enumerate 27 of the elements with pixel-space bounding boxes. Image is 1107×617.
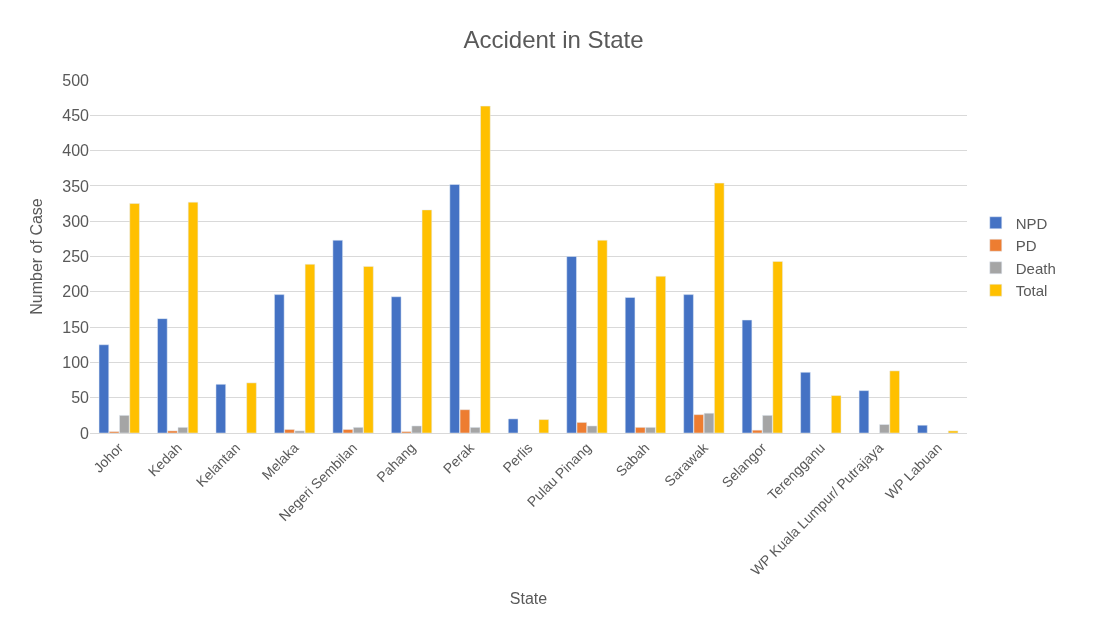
y-tick-label: 450 — [62, 106, 90, 124]
y-tick-label: 150 — [62, 318, 90, 336]
chart-title: Accident in State — [463, 25, 644, 53]
y-axis-title: Number of Case — [28, 198, 46, 315]
bar — [858, 390, 870, 433]
legend-label: NPD — [1015, 214, 1048, 232]
y-tick-label: 0 — [80, 424, 90, 442]
legend-label: PD — [1015, 237, 1037, 255]
bar — [508, 418, 519, 433]
y-tick-label: 400 — [62, 142, 90, 160]
y-tick-label: 250 — [62, 248, 90, 266]
x-axis-title: State — [509, 590, 548, 608]
y-tick-label: 350 — [62, 177, 90, 195]
bar — [948, 430, 959, 433]
bar — [215, 384, 226, 433]
bar — [917, 424, 928, 433]
y-tick-label: 300 — [62, 212, 90, 230]
legend-label: Total — [1015, 282, 1048, 300]
bar — [800, 372, 811, 433]
bar — [538, 419, 549, 433]
y-tick-label: 50 — [71, 389, 90, 407]
y-tick-label: 500 — [62, 71, 90, 89]
y-tick-label: 200 — [62, 283, 90, 301]
y-tick-label: 100 — [62, 354, 90, 371]
bar — [246, 382, 257, 433]
bar — [831, 395, 842, 433]
legend-label: Death — [1015, 259, 1056, 277]
